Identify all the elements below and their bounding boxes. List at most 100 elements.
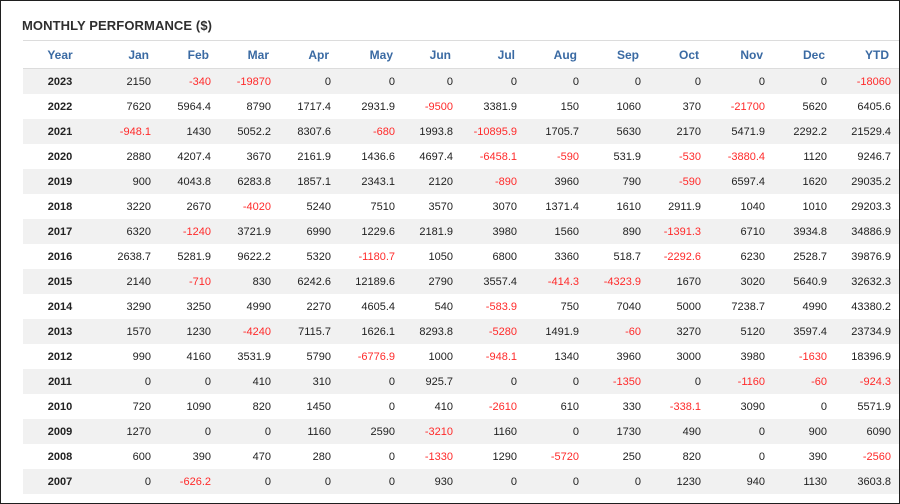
column-header-year[interactable]: Year xyxy=(23,40,97,69)
cell-jun-value: -3210 xyxy=(403,419,461,444)
cell-jun-value: -1330 xyxy=(403,444,461,469)
cell-ytd-value: 6090 xyxy=(835,419,899,444)
cell-may-value: -6776.9 xyxy=(339,344,403,369)
cell-oct-value: -530 xyxy=(649,144,709,169)
column-header-apr[interactable]: Apr xyxy=(279,40,339,69)
cell-nov-value: 940 xyxy=(709,469,773,494)
cell-may-value: 12189.6 xyxy=(339,269,403,294)
table-row: 2008 600 390 470 280 0 -1330 1290 -5720 250 820 0 39… xyxy=(23,444,899,469)
cell-apr-value: 7115.7 xyxy=(279,319,339,344)
cell-ytd-value: 43380.2 xyxy=(835,294,899,319)
cell-apr-value: 2270 xyxy=(279,294,339,319)
cell-apr-value: 5320 xyxy=(279,244,339,269)
cell-may-value: 4605.4 xyxy=(339,294,403,319)
table-row: 2023 2150 -340 -19870 0 0 0 0 0 0 0 0 0 -18060 xyxy=(23,68,899,94)
cell-jul-value: 3557.4 xyxy=(461,269,525,294)
column-header-may[interactable]: May xyxy=(339,40,403,69)
cell-dec-value: 0 xyxy=(773,394,835,419)
cell-sep-value: 1610 xyxy=(587,194,649,219)
column-header-jul[interactable]: Jul xyxy=(461,40,525,69)
column-header-aug[interactable]: Aug xyxy=(525,40,587,69)
cell-ytd-value: 34886.9 xyxy=(835,219,899,244)
row-year-cell: 2015 xyxy=(23,269,97,294)
column-header-ytd[interactable]: YTD xyxy=(835,40,899,69)
cell-oct-value: 490 xyxy=(649,419,709,444)
cell-sep-value: -4323.9 xyxy=(587,269,649,294)
cell-feb-value: 4160 xyxy=(159,344,219,369)
cell-aug-value: 1705.7 xyxy=(525,119,587,144)
column-header-sep[interactable]: Sep xyxy=(587,40,649,69)
cell-oct-value: 3270 xyxy=(649,319,709,344)
cell-feb-value: -1240 xyxy=(159,219,219,244)
cell-jan-value: 990 xyxy=(97,344,159,369)
cell-dec-value: 5620 xyxy=(773,94,835,119)
column-header-nov[interactable]: Nov xyxy=(709,40,773,69)
cell-feb-value: 5281.9 xyxy=(159,244,219,269)
cell-jun-value: 410 xyxy=(403,394,461,419)
cell-oct-value: -338.1 xyxy=(649,394,709,419)
column-header-dec[interactable]: Dec xyxy=(773,40,835,69)
cell-dec-value: 5640.9 xyxy=(773,269,835,294)
cell-nov-value: 6710 xyxy=(709,219,773,244)
cell-jan-value: 3290 xyxy=(97,294,159,319)
cell-ytd-value: 23734.9 xyxy=(835,319,899,344)
cell-ytd-value: 29035.2 xyxy=(835,169,899,194)
cell-mar-value: 8790 xyxy=(219,94,279,119)
column-header-oct[interactable]: Oct xyxy=(649,40,709,69)
table-row: 2022 7620 5964.4 8790 1717.4 2931.9 -9500 3381.… xyxy=(23,94,899,119)
cell-nov-value: 5471.9 xyxy=(709,119,773,144)
cell-dec-value: 1010 xyxy=(773,194,835,219)
cell-ytd-value: -924.3 xyxy=(835,369,899,394)
cell-jul-value: -10895.9 xyxy=(461,119,525,144)
cell-apr-value: 0 xyxy=(279,68,339,94)
cell-may-value: 2931.9 xyxy=(339,94,403,119)
cell-sep-value: 5630 xyxy=(587,119,649,144)
cell-jan-value: 720 xyxy=(97,394,159,419)
table-row: 2018 3220 2670 -4020 5240 7510 3570 3070 1371.4 1… xyxy=(23,194,899,219)
column-header-mar[interactable]: Mar xyxy=(219,40,279,69)
cell-aug-value: 0 xyxy=(525,369,587,394)
cell-may-value: 2590 xyxy=(339,419,403,444)
cell-feb-value: 0 xyxy=(159,369,219,394)
cell-apr-value: 8307.6 xyxy=(279,119,339,144)
cell-oct-value: 0 xyxy=(649,68,709,94)
cell-apr-value: 2161.9 xyxy=(279,144,339,169)
cell-apr-value: 5240 xyxy=(279,194,339,219)
column-header-feb[interactable]: Feb xyxy=(159,40,219,69)
cell-mar-value: 0 xyxy=(219,419,279,444)
cell-sep-value: 531.9 xyxy=(587,144,649,169)
cell-nov-value: 7238.7 xyxy=(709,294,773,319)
cell-jan-value: 1570 xyxy=(97,319,159,344)
cell-oct-value: 1230 xyxy=(649,469,709,494)
cell-feb-value: 4043.8 xyxy=(159,169,219,194)
cell-dec-value: 390 xyxy=(773,444,835,469)
cell-nov-value: 0 xyxy=(709,68,773,94)
cell-mar-value: 410 xyxy=(219,369,279,394)
cell-feb-value: 1430 xyxy=(159,119,219,144)
cell-jan-value: 900 xyxy=(97,169,159,194)
cell-oct-value: 820 xyxy=(649,444,709,469)
cell-mar-value: 3670 xyxy=(219,144,279,169)
cell-jan-value: 2880 xyxy=(97,144,159,169)
column-header-jan[interactable]: Jan xyxy=(97,40,159,69)
cell-sep-value: 0 xyxy=(587,469,649,494)
cell-nov-value: 3090 xyxy=(709,394,773,419)
cell-ytd-value: 9246.7 xyxy=(835,144,899,169)
cell-apr-value: 1857.1 xyxy=(279,169,339,194)
cell-nov-value: 1040 xyxy=(709,194,773,219)
cell-dec-value: 3597.4 xyxy=(773,319,835,344)
cell-sep-value: 7040 xyxy=(587,294,649,319)
column-header-jun[interactable]: Jun xyxy=(403,40,461,69)
cell-jan-value: 2638.7 xyxy=(97,244,159,269)
cell-aug-value: 3960 xyxy=(525,169,587,194)
cell-jul-value: 3381.9 xyxy=(461,94,525,119)
cell-mar-value: 820 xyxy=(219,394,279,419)
cell-dec-value: 4990 xyxy=(773,294,835,319)
cell-nov-value: -3880.4 xyxy=(709,144,773,169)
cell-ytd-value: 18396.9 xyxy=(835,344,899,369)
cell-jan-value: -948.1 xyxy=(97,119,159,144)
table-row: 2013 1570 1230 -4240 7115.7 1626.1 8293.8 -5280… xyxy=(23,319,899,344)
cell-dec-value: 0 xyxy=(773,68,835,94)
cell-aug-value: 1560 xyxy=(525,219,587,244)
